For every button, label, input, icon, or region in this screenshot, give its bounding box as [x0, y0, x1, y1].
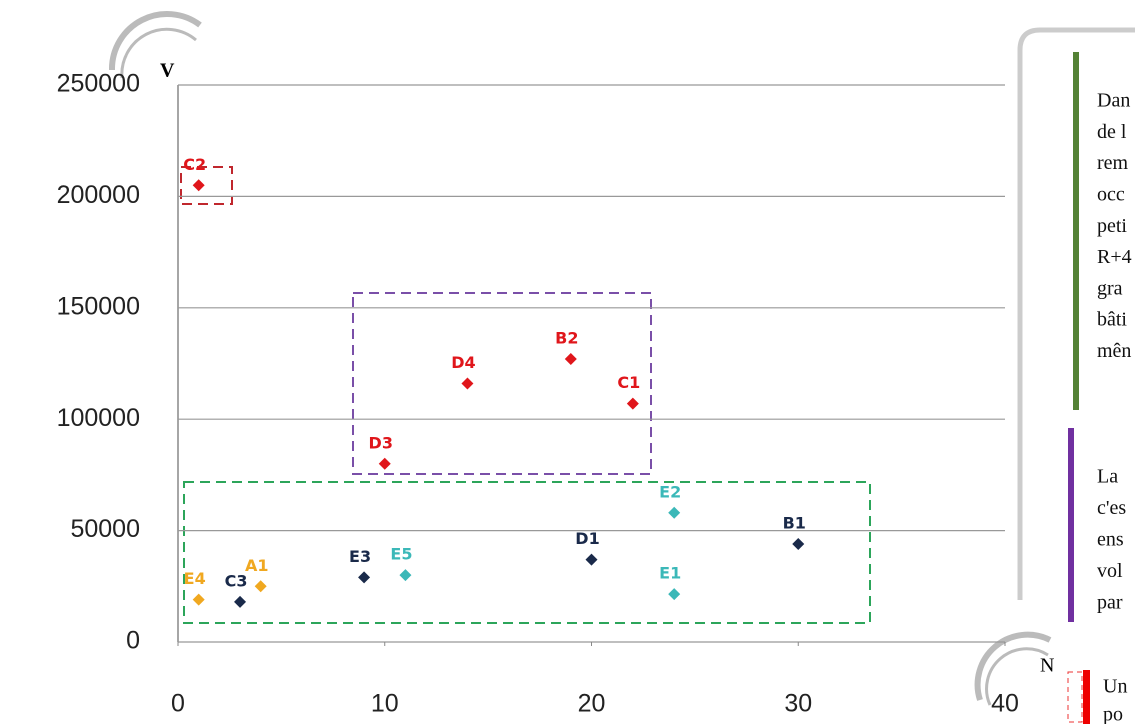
point — [399, 569, 412, 582]
note-text: mên — [1097, 340, 1131, 362]
point-label: D3 — [369, 433, 393, 452]
x-tick-label: 20 — [578, 690, 606, 718]
group-box — [352, 292, 652, 475]
note-text: po — [1103, 704, 1123, 724]
x-tick-label: 0 — [171, 690, 185, 718]
note-text: Dan — [1097, 90, 1130, 112]
point — [254, 580, 267, 593]
note-text: R+4 — [1097, 246, 1132, 268]
point — [585, 553, 598, 566]
point-label: E1 — [659, 564, 681, 583]
note-text: bâti — [1097, 309, 1127, 331]
point-label: C1 — [617, 373, 640, 392]
point-label: A1 — [245, 556, 269, 575]
point-label: E5 — [390, 545, 412, 564]
point-label: B2 — [555, 329, 578, 348]
note-text: gra — [1097, 277, 1123, 299]
note-text: par — [1097, 592, 1123, 614]
x-axis-label: N — [1040, 655, 1054, 677]
y-axis-label: V — [160, 60, 175, 82]
y-tick-label: 50000 — [70, 515, 140, 543]
decoration — [108, 11, 1052, 706]
point-label: C2 — [183, 155, 206, 174]
y-tick-label: 100000 — [57, 404, 140, 432]
note-text: La — [1097, 466, 1118, 488]
note-text: ens — [1097, 529, 1124, 551]
group-box — [180, 166, 233, 205]
point-label: D1 — [575, 529, 599, 548]
group-box — [183, 481, 871, 624]
y-tick-label: 150000 — [57, 292, 140, 320]
point — [461, 377, 474, 390]
point-label: B1 — [783, 513, 806, 532]
note-bar — [1073, 52, 1079, 410]
point — [668, 506, 681, 519]
note-bar — [1068, 428, 1074, 622]
point — [668, 588, 681, 601]
point-label: E3 — [349, 547, 371, 566]
dashed-box — [1067, 671, 1083, 723]
note-text: c'es — [1097, 497, 1126, 519]
note-text: vol — [1097, 560, 1123, 582]
point — [192, 179, 205, 192]
panel-border — [1017, 27, 1135, 600]
y-tick-label: 250000 — [57, 70, 140, 98]
x-tick-label: 40 — [991, 690, 1019, 718]
note-text: Un — [1103, 676, 1127, 698]
point — [358, 571, 371, 584]
note-bar — [1083, 670, 1090, 724]
point-label: E4 — [184, 569, 206, 588]
note-text: peti — [1097, 215, 1127, 237]
point — [234, 595, 247, 608]
note-text: de l — [1097, 121, 1127, 143]
y-tick-label: 0 — [126, 627, 140, 655]
note-text: occ — [1097, 183, 1125, 205]
point — [192, 593, 205, 606]
point — [564, 353, 577, 366]
note-text: rem — [1097, 152, 1129, 174]
x-tick-label: 30 — [784, 690, 812, 718]
point — [626, 397, 639, 410]
point-label: D4 — [451, 353, 475, 372]
point — [792, 537, 805, 550]
point-label: E2 — [659, 482, 681, 501]
point-label: C3 — [225, 571, 248, 590]
y-tick-label: 200000 — [57, 181, 140, 209]
x-tick-label: 10 — [371, 690, 399, 718]
point — [378, 457, 391, 470]
